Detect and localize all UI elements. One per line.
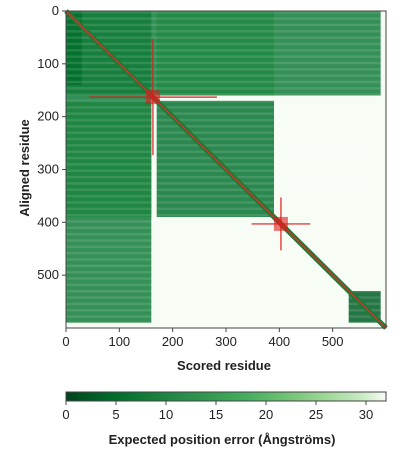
colorbar-ticks: 0 5 10 15 20 25 30 — [62, 401, 373, 422]
x-tick-label: 300 — [215, 334, 237, 349]
heatmap-stripe — [66, 23, 381, 27]
heatmap-stripe — [66, 321, 381, 325]
y-tick-label: 400 — [37, 214, 59, 229]
colorbar-tick-label: 30 — [359, 407, 373, 422]
heatmap-stripe — [66, 106, 381, 109]
y-axis-ticks: 0 100 200 300 400 500 — [37, 3, 66, 282]
pae-heatmap — [66, 11, 386, 328]
heatmap-stripe — [66, 213, 381, 217]
heatmap-stripe — [66, 112, 381, 115]
x-tick-label: 400 — [268, 334, 290, 349]
heatmap-stripe — [66, 99, 381, 103]
heatmap-stripe — [66, 232, 381, 236]
heatmap-stripe — [66, 93, 381, 96]
heatmap-stripe — [66, 239, 381, 242]
heatmap-stripe — [66, 175, 381, 179]
heatmap-stripe — [66, 226, 381, 230]
colorbar-tick-label: 0 — [62, 407, 69, 422]
heatmap-stripe — [66, 36, 381, 39]
heatmap-stripe — [66, 30, 381, 33]
heatmap-stripe — [66, 188, 381, 192]
domain-marker-core — [145, 90, 160, 105]
heatmap-stripe — [66, 201, 381, 204]
heatmap-stripe — [66, 270, 381, 274]
heatmap-stripe — [66, 283, 381, 287]
colorbar — [65, 391, 387, 402]
heatmap-stripe — [66, 207, 381, 211]
heatmap-stripe — [66, 315, 381, 318]
colorbar-tick-label: 25 — [309, 407, 323, 422]
heatmap-stripe — [66, 296, 381, 299]
heatmap-stripe — [66, 74, 381, 77]
heatmap-block — [156, 11, 274, 96]
x-axis-ticks: 0 100 200 300 400 500 — [62, 328, 344, 349]
colorbar-tick-label: 15 — [209, 407, 223, 422]
heatmap-stripe — [66, 87, 381, 90]
x-axis-label: Scored residue — [177, 358, 271, 373]
heatmap-stripe — [66, 251, 381, 255]
heatmap-stripe — [66, 80, 381, 84]
y-tick-label: 0 — [52, 3, 59, 18]
x-tick-label: 500 — [322, 334, 344, 349]
heatmap-stripe — [66, 169, 381, 172]
y-tick-label: 100 — [37, 56, 59, 71]
heatmap-stripe — [66, 144, 381, 147]
heatmap-stripe — [66, 68, 381, 71]
domain-marker-core — [273, 216, 288, 231]
heatmap-stripe — [66, 289, 381, 293]
heatmap-stripe — [66, 182, 381, 185]
colorbar-tick-label: 5 — [112, 407, 119, 422]
heatmap-stripe — [66, 150, 381, 153]
heatmap-stripe — [66, 302, 381, 306]
y-tick-label: 500 — [37, 267, 59, 282]
domain-marker-layer — [88, 39, 311, 251]
heatmap-stripe — [66, 42, 381, 46]
heatmap-stripe — [66, 125, 381, 128]
x-tick-label: 200 — [162, 334, 184, 349]
colorbar-label: Expected position error (Ångströms) — [109, 432, 336, 447]
heatmap-stripe — [66, 131, 381, 134]
x-tick-label: 100 — [108, 334, 130, 349]
heatmap-stripe — [66, 258, 381, 261]
heatmap-stripe — [66, 308, 381, 312]
heatmap-stripe — [66, 264, 381, 268]
heatmap-block — [66, 11, 82, 85]
y-axis-label: Aligned residue — [17, 119, 32, 217]
heatmap-stripe — [66, 220, 381, 223]
heatmap-stripe — [66, 49, 381, 52]
heatmap-stripe — [66, 137, 381, 141]
colorbar-tick-label: 20 — [259, 407, 273, 422]
heatmap-stripe — [66, 55, 381, 58]
heatmap-stripe — [66, 11, 381, 14]
heatmap-stripe — [66, 277, 381, 280]
x-tick-label: 0 — [62, 334, 69, 349]
heatmap-stripe — [66, 17, 381, 20]
y-tick-label: 200 — [37, 109, 59, 124]
heatmap-stripe — [66, 194, 381, 198]
heatmap-block — [66, 100, 152, 218]
heatmap-stripe — [66, 245, 381, 249]
heatmap-stripe — [66, 118, 381, 122]
y-tick-label: 300 — [37, 162, 59, 177]
heatmap-stripe — [66, 156, 381, 160]
diagonal-line — [65, 10, 387, 329]
diagonal-layer — [64, 9, 388, 330]
heatmap-stripe — [66, 61, 381, 65]
colorbar-tick-label: 10 — [159, 407, 173, 422]
